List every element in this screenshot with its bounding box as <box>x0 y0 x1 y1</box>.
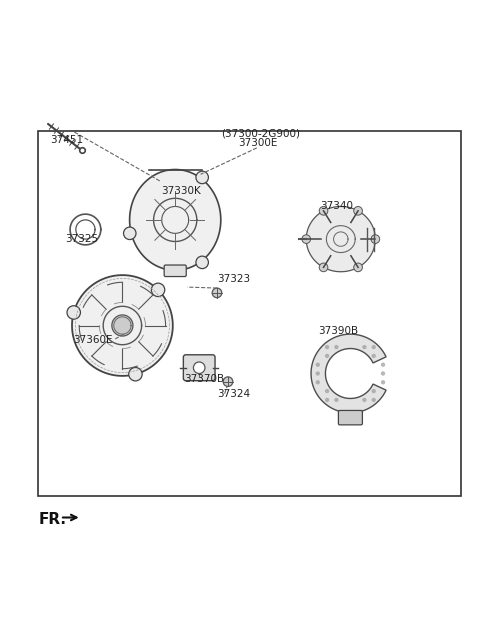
Circle shape <box>354 263 362 271</box>
Circle shape <box>372 389 376 393</box>
FancyBboxPatch shape <box>164 265 186 277</box>
Circle shape <box>372 398 376 402</box>
Circle shape <box>196 256 208 268</box>
Circle shape <box>316 371 320 376</box>
Text: (37300-2G900): (37300-2G900) <box>221 129 300 139</box>
Circle shape <box>316 362 320 367</box>
Bar <box>38 131 461 496</box>
Circle shape <box>372 354 376 358</box>
Circle shape <box>302 234 311 243</box>
Text: 37300E: 37300E <box>239 139 278 149</box>
Polygon shape <box>72 275 173 376</box>
FancyBboxPatch shape <box>183 355 215 381</box>
Circle shape <box>325 389 329 393</box>
Text: 37370B: 37370B <box>184 374 224 384</box>
Circle shape <box>362 398 367 402</box>
Circle shape <box>362 345 367 349</box>
Circle shape <box>381 362 385 367</box>
Circle shape <box>325 354 329 358</box>
Text: 37340: 37340 <box>321 201 354 211</box>
Text: 37390B: 37390B <box>318 325 359 335</box>
Text: FR.: FR. <box>38 512 66 527</box>
Circle shape <box>334 345 338 349</box>
Text: 37360E: 37360E <box>73 335 113 345</box>
Polygon shape <box>311 334 386 413</box>
FancyBboxPatch shape <box>338 411 362 425</box>
Circle shape <box>319 206 328 215</box>
Circle shape <box>319 263 328 271</box>
Text: 37323: 37323 <box>217 274 251 284</box>
Circle shape <box>325 398 329 402</box>
Circle shape <box>123 227 136 240</box>
Circle shape <box>112 315 133 336</box>
Circle shape <box>316 380 320 384</box>
Circle shape <box>212 288 222 298</box>
Polygon shape <box>306 206 375 271</box>
Circle shape <box>381 380 385 384</box>
Circle shape <box>193 362 205 374</box>
Text: 37451: 37451 <box>50 135 84 145</box>
Circle shape <box>223 377 233 386</box>
Circle shape <box>354 206 362 215</box>
Polygon shape <box>130 169 221 270</box>
Circle shape <box>67 306 81 319</box>
Circle shape <box>151 283 165 297</box>
Text: 37324: 37324 <box>217 389 251 399</box>
Text: 37325: 37325 <box>65 234 98 245</box>
Circle shape <box>372 345 376 349</box>
Circle shape <box>381 371 385 376</box>
Circle shape <box>325 345 329 349</box>
Circle shape <box>371 234 380 243</box>
Circle shape <box>196 171 208 184</box>
Circle shape <box>129 367 142 381</box>
Text: 37330K: 37330K <box>161 186 201 196</box>
Circle shape <box>334 398 338 402</box>
